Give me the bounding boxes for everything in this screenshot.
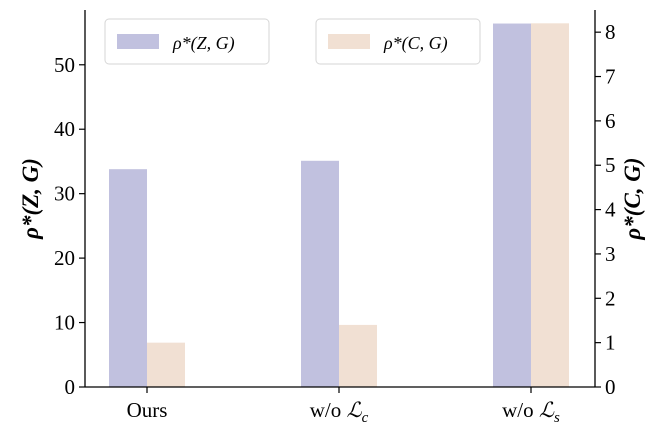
bar-rho-c-g-ours [147,342,185,387]
bar-rho-z-g-w-o-s [493,23,531,388]
right-tick-label: 2 [605,286,616,310]
right-tick-label: 4 [605,198,616,222]
x-tick-label: w/o ℒs [502,398,560,426]
right-tick-label: 6 [605,109,616,133]
left-tick-label: 50 [54,53,75,77]
left-axis-title: ρ*(Z, G) [18,158,43,240]
legend-label: ρ*(Z, G) [172,33,235,54]
axes-group: 0 10 20 30 40 50 0 1 2 3 4 5 6 7 8 Ours w/o ℒc w/o ℒs ρ*(Z… [18,10,645,426]
left-tick-label: 10 [54,311,75,335]
bar-rho-c-g-w-o-s [531,23,569,388]
right-tick-label: 3 [605,242,616,266]
left-tick-label: 20 [54,246,75,270]
left-tick-label: 30 [54,182,75,206]
x-tick-label: w/o ℒc [310,398,369,426]
right-tick-label: 5 [605,153,616,177]
legend-swatch [328,34,370,49]
x-tick-label: Ours [127,398,168,422]
left-tick-label: 0 [65,375,76,399]
legend-swatch [117,34,159,49]
right-tick-label: 8 [605,20,616,44]
legend-frame [315,18,481,65]
left-tick-label: 40 [54,117,75,141]
right-tick-label: 0 [605,375,616,399]
legend-frame [104,18,270,65]
legends-group: ρ*(Z, G) ρ*(C, G) [104,18,481,65]
right-axis-title: ρ*(C, G) [620,157,645,240]
bar-rho-c-g-w-o-c [339,324,377,387]
legend-label: ρ*(C, G) [383,33,448,54]
right-tick-label: 7 [605,65,616,89]
bar-rho-z-g-w-o-c [301,160,339,387]
right-tick-label: 1 [605,331,616,355]
bars-group [109,23,569,388]
bar-rho-z-g-ours [109,169,147,387]
